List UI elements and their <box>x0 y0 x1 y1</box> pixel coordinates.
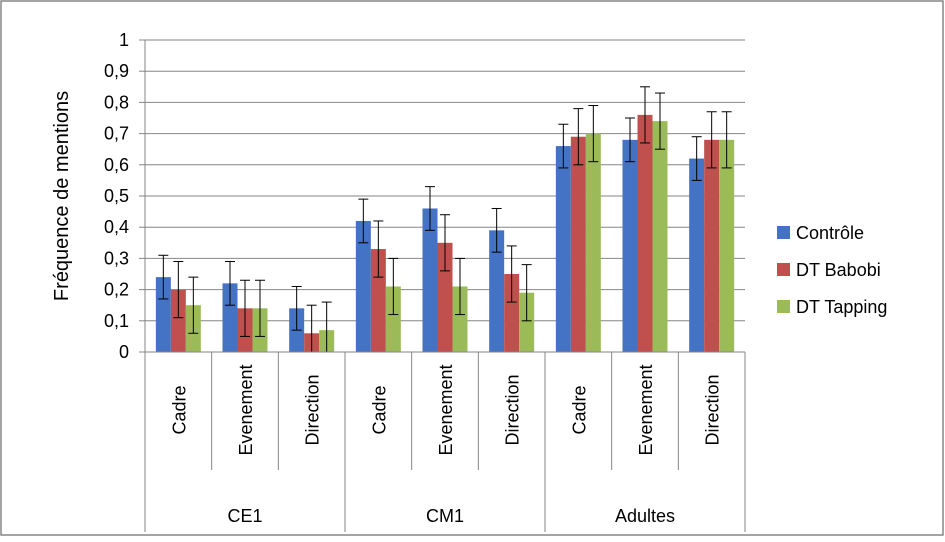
bar <box>622 139 638 352</box>
bar <box>504 274 520 352</box>
y-tick-label: 0,6 <box>104 155 129 175</box>
y-tick-label: 0,2 <box>104 280 129 300</box>
legend-label: DT Babobi <box>796 260 881 280</box>
legend-swatch <box>777 263 790 276</box>
x-tick-label: Direction <box>703 374 723 445</box>
legend-swatch <box>777 300 790 313</box>
bar <box>437 242 453 352</box>
y-tick-label: 0,3 <box>104 248 129 268</box>
bar <box>689 158 705 352</box>
x-tick-label: Direction <box>303 374 323 445</box>
y-tick-label: 1 <box>119 30 129 50</box>
legend-swatch <box>777 226 790 239</box>
bar <box>585 133 601 352</box>
bar <box>355 220 371 352</box>
x-tick-label: Cadre <box>169 385 189 434</box>
bar <box>370 249 386 352</box>
y-tick-label: 0,8 <box>104 92 129 112</box>
x-tick-label: Evenement <box>236 364 256 455</box>
x-tick-label: Evenement <box>636 364 656 455</box>
y-tick-label: 0,5 <box>104 186 129 206</box>
legend-label: Contrôle <box>796 223 864 243</box>
x-tick-label: Cadre <box>369 385 389 434</box>
y-tick-label: 0,4 <box>104 217 129 237</box>
x-tick-label: Cadre <box>569 385 589 434</box>
y-axis-title: Fréquence de mentions <box>51 91 73 301</box>
bar <box>222 283 238 352</box>
bar <box>519 292 535 352</box>
x-tick-label: Evenement <box>436 364 456 455</box>
bar <box>489 230 505 352</box>
y-tick-label: 0,1 <box>104 311 129 331</box>
bar <box>385 286 401 352</box>
bar <box>170 289 186 352</box>
y-tick-label: 0 <box>119 342 129 362</box>
group-label: CM1 <box>426 506 464 526</box>
bar <box>637 114 653 352</box>
bar <box>704 139 720 352</box>
bar <box>719 139 735 352</box>
bars <box>155 86 735 353</box>
bar <box>452 286 468 352</box>
group-label: CE1 <box>227 506 262 526</box>
bar <box>555 146 571 352</box>
legend: Contrôle DT Babobi DT Tapping <box>777 223 887 317</box>
group-label: Adultes <box>615 506 675 526</box>
bar <box>570 136 586 352</box>
y-tick-label: 0,7 <box>104 124 129 144</box>
legend-label: DT Tapping <box>796 297 887 317</box>
axis-labels: 0 0,1 0,2 0,3 0,4 0,5 0,6 0,7 0,8 0,9 1 Cadre Evenem… <box>104 30 723 526</box>
bar <box>652 121 668 353</box>
axes <box>139 39 746 532</box>
bar <box>155 277 171 352</box>
bar <box>422 208 438 352</box>
y-tick-label: 0,9 <box>104 61 129 81</box>
x-tick-label: Direction <box>503 374 523 445</box>
